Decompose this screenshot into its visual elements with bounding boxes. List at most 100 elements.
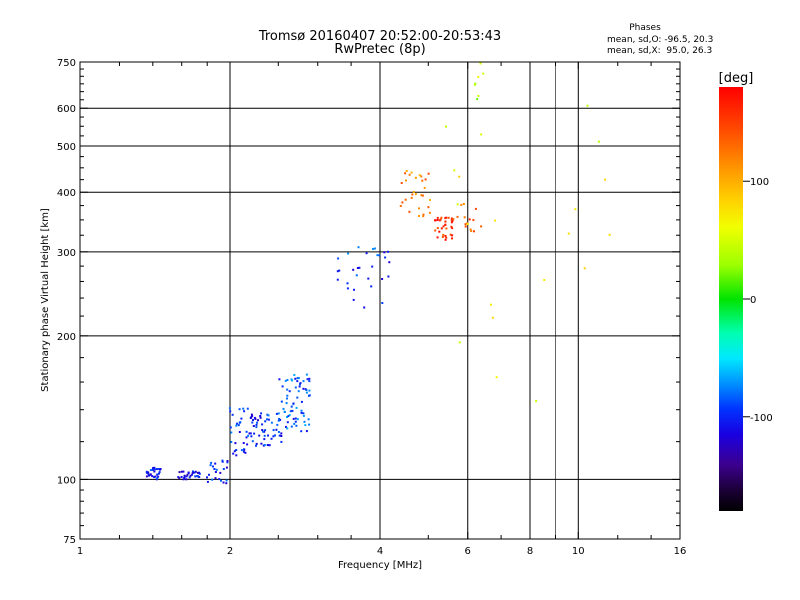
data-point — [355, 274, 358, 277]
data-point — [145, 475, 148, 478]
data-point — [156, 473, 159, 476]
data-point — [442, 225, 445, 228]
data-point — [246, 443, 249, 446]
data-point — [336, 278, 339, 281]
data-point — [450, 225, 453, 228]
data-point — [234, 442, 237, 445]
data-point — [405, 179, 407, 182]
y-tick-label: 75 — [63, 535, 76, 546]
data-point — [535, 400, 538, 403]
data-point — [436, 227, 439, 230]
data-point — [286, 427, 289, 430]
data-point — [410, 196, 413, 199]
data-point — [421, 194, 424, 197]
data-point — [305, 389, 308, 391]
x-tick-label: 6 — [465, 546, 471, 557]
data-point — [450, 217, 453, 220]
data-point — [423, 186, 426, 189]
data-point — [255, 444, 257, 447]
data-point — [429, 199, 431, 201]
data-point — [191, 471, 194, 474]
data-point — [221, 459, 224, 462]
data-point — [296, 377, 299, 380]
data-point — [280, 400, 283, 403]
data-point — [286, 397, 288, 400]
y-tick-label: 750 — [57, 58, 76, 69]
data-point — [185, 475, 188, 478]
data-point — [408, 210, 411, 213]
data-point — [278, 417, 281, 420]
data-point — [479, 62, 482, 65]
data-point — [358, 266, 361, 269]
data-point — [262, 430, 264, 433]
data-point — [586, 104, 589, 107]
data-point — [219, 471, 222, 474]
data-point — [157, 475, 160, 478]
data-point — [473, 230, 475, 233]
data-point — [242, 407, 245, 410]
data-point — [378, 254, 381, 257]
data-point — [185, 478, 188, 481]
data-point — [434, 219, 437, 222]
data-point — [408, 173, 411, 176]
data-point — [452, 218, 455, 221]
data-point — [159, 468, 161, 471]
data-point — [274, 434, 276, 437]
data-point — [253, 432, 256, 435]
y-tick-label: 400 — [57, 188, 76, 199]
data-point — [145, 470, 148, 473]
data-point — [307, 418, 310, 421]
data-point — [305, 430, 308, 433]
data-point — [243, 410, 246, 413]
data-point — [221, 460, 224, 463]
data-point — [296, 396, 299, 399]
data-point — [440, 216, 443, 219]
data-point — [373, 247, 376, 250]
data-point — [356, 267, 359, 269]
data-point — [242, 450, 245, 453]
data-point — [288, 390, 291, 393]
data-point — [252, 425, 255, 427]
data-point — [220, 479, 222, 482]
data-point — [245, 436, 248, 439]
data-point — [470, 230, 473, 232]
data-point — [297, 377, 300, 380]
data-point — [388, 261, 391, 264]
data-point — [306, 378, 309, 381]
data-point — [211, 478, 214, 481]
data-point — [294, 386, 297, 389]
data-point — [251, 440, 254, 443]
data-point — [436, 236, 439, 239]
data-point — [608, 233, 611, 236]
data-point — [258, 434, 261, 437]
data-point — [285, 402, 288, 405]
data-point — [422, 215, 425, 218]
data-point — [281, 385, 284, 388]
data-point — [239, 421, 242, 424]
data-point — [347, 252, 350, 255]
data-point — [414, 176, 417, 179]
data-point — [183, 476, 186, 479]
data-point — [412, 191, 415, 193]
data-point — [294, 377, 297, 380]
data-point — [264, 420, 267, 423]
data-point — [155, 468, 158, 471]
data-point — [236, 422, 238, 425]
stats-line-x: mean, sd,X: 95.0, 26.3 — [607, 46, 712, 56]
data-point — [230, 431, 233, 434]
data-point — [438, 230, 441, 233]
data-point — [477, 94, 480, 97]
data-point — [405, 170, 408, 172]
data-point — [260, 442, 263, 445]
data-point — [466, 223, 469, 226]
data-point — [297, 390, 300, 393]
data-point — [275, 412, 278, 415]
x-tick-labels: 1 2 4 6 8 10 16 — [77, 546, 687, 557]
data-point — [235, 449, 238, 451]
data-point — [286, 394, 289, 397]
data-point — [153, 467, 156, 470]
data-point — [267, 444, 270, 447]
data-point — [291, 379, 294, 382]
data-point — [180, 470, 183, 473]
grid-lines — [80, 62, 680, 539]
